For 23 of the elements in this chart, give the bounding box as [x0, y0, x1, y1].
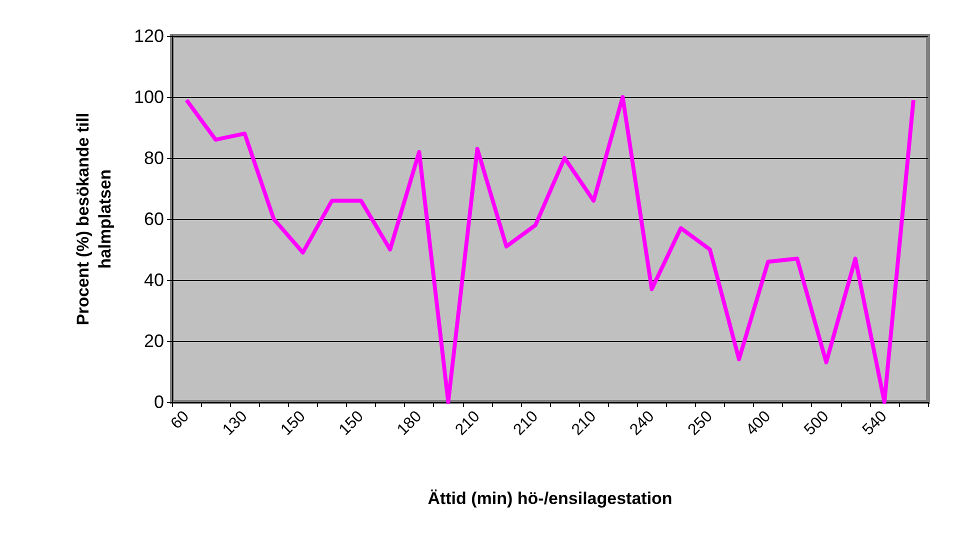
x-tick-label: 540 — [860, 408, 890, 439]
x-tick-label: 60 — [168, 408, 193, 433]
y-axis-title: Procent (%) besökande till halmplatsen — [74, 112, 114, 326]
x-tick-label: 240 — [626, 408, 658, 439]
y-tick-label: 100 — [134, 87, 164, 107]
y-tick-label: 20 — [144, 331, 164, 351]
x-tick-label: 250 — [685, 408, 716, 439]
y-tick-label: 60 — [144, 209, 164, 229]
y-tick-label: 120 — [134, 26, 164, 46]
x-tick-label: 210 — [568, 408, 600, 439]
line-series — [184, 95, 916, 404]
x-tick-label: 150 — [278, 408, 309, 439]
x-tick-label: 130 — [220, 408, 251, 439]
y-tick-label: 80 — [144, 148, 164, 168]
y-tick-label: 40 — [144, 270, 164, 290]
x-tick-label: 400 — [743, 408, 774, 439]
y-tick-label: 0 — [154, 392, 164, 412]
x-tick-label: 150 — [336, 408, 368, 439]
x-tick-label: 210 — [510, 408, 542, 439]
x-tick-label: 180 — [394, 408, 426, 439]
x-tick-label: 500 — [801, 408, 832, 439]
x-tick-label: 210 — [452, 408, 484, 439]
x-axis-title: Ättid (min) hö-/ensilagestation — [428, 489, 672, 508]
